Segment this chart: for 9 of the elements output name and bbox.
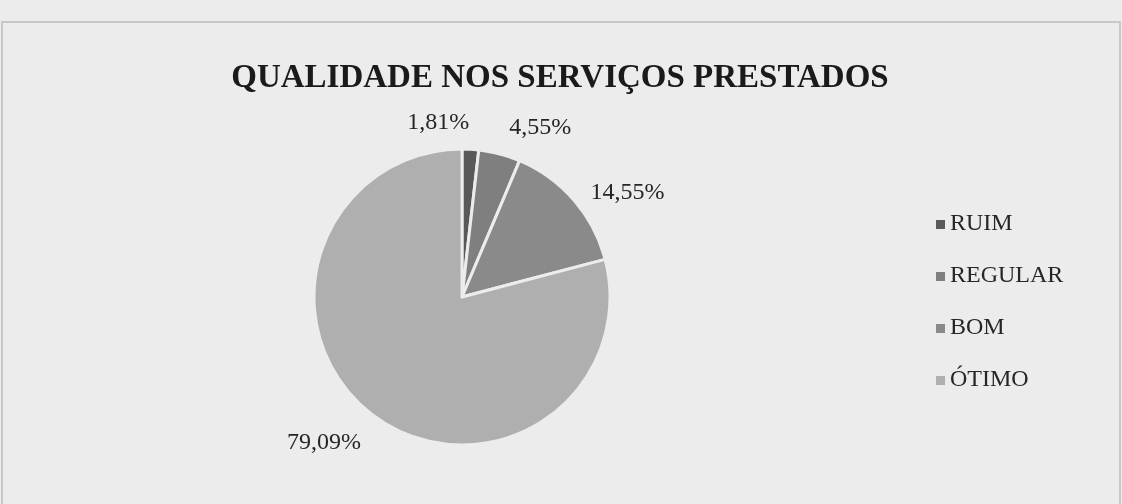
legend-label: RUIM — [950, 209, 1013, 235]
data-label: 79,09% — [287, 428, 362, 455]
legend-label: ÓTIMO — [950, 365, 1029, 391]
chart-title: QUALIDADE NOS SERVIÇOS PRESTADOS — [231, 58, 889, 94]
legend-label: BOM — [950, 313, 1005, 339]
legend-label: REGULAR — [950, 261, 1064, 287]
data-label: 4,55% — [509, 113, 572, 140]
data-label: 1,81% — [407, 108, 470, 135]
data-label: 14,55% — [590, 177, 665, 204]
